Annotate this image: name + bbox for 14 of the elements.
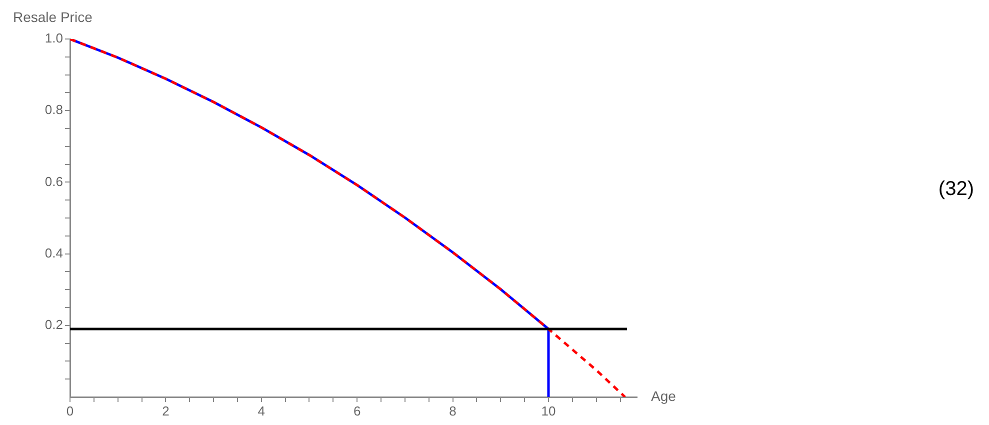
x-tick-label: 0 — [66, 403, 74, 418]
x-tick-label: 6 — [353, 403, 361, 418]
y-tick-label: 0.2 — [44, 316, 63, 332]
x-axis-title: Age — [651, 388, 676, 404]
y-tick-label: 0.8 — [44, 102, 63, 118]
y-tick-label: 1.0 — [44, 30, 63, 46]
text: (32) — [938, 178, 974, 201]
x-tick-label: 4 — [258, 403, 266, 418]
y-tick-label: 0.6 — [44, 174, 63, 189]
y-tick-label: 0.4 — [44, 245, 63, 260]
x-tick-label: 10 — [541, 403, 556, 418]
x-tick-label: 2 — [162, 403, 170, 418]
y-axis-title: Resale Price — [13, 8, 93, 25]
x-tick-label: 8 — [449, 403, 456, 418]
